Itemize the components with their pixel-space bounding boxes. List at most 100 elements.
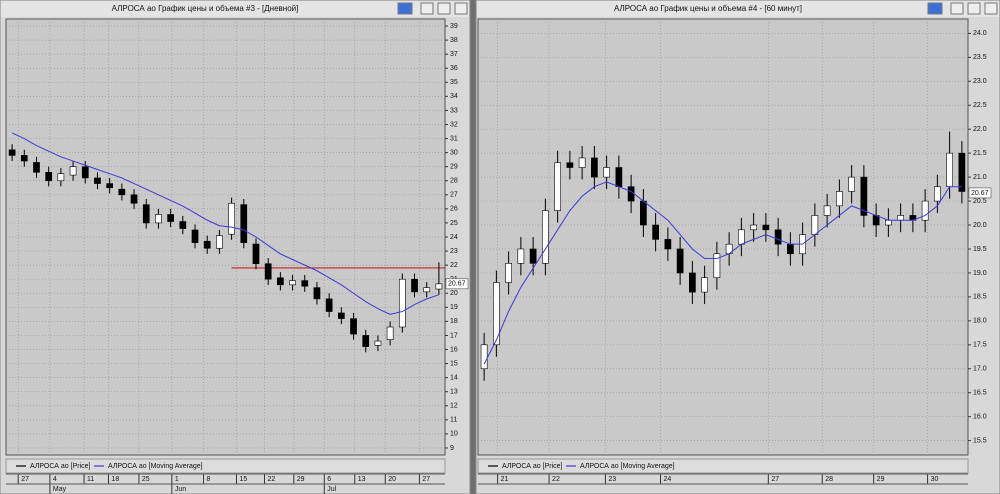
y-tick-label: 36	[450, 65, 458, 72]
legend-label: АЛРОСА ао [Moving Average]	[108, 463, 203, 470]
y-tick-label: 23.5	[973, 54, 987, 61]
title-bar	[1, 1, 469, 17]
y-tick-label: 25	[450, 220, 458, 227]
candle-body	[130, 194, 138, 204]
x-tick-label: 25	[142, 476, 150, 483]
x-tick-label: 11	[87, 476, 94, 483]
y-tick-label: 17.5	[973, 342, 987, 349]
legend-label: АЛРОСА ао [Moving Average]	[580, 463, 675, 470]
y-tick-label: 28	[450, 178, 458, 185]
y-tick-label: 22.0	[973, 126, 987, 133]
candle-body	[203, 240, 211, 249]
candle-body	[386, 326, 394, 340]
maximize-button[interactable]	[437, 2, 451, 15]
candle-body	[542, 210, 549, 264]
candle-body	[155, 214, 162, 224]
legend-label: АЛРОСА ао [Price]	[502, 463, 563, 470]
candle-body	[591, 157, 598, 178]
y-tick-label: 19.0	[973, 270, 987, 277]
y-tick-label: 38	[450, 37, 458, 44]
candle-body	[750, 224, 757, 231]
close-button[interactable]	[984, 2, 998, 15]
y-tick-label: 20.5	[973, 198, 987, 205]
candle-body	[566, 162, 574, 168]
candle-body	[337, 312, 345, 319]
y-tick-label: 37	[450, 51, 458, 58]
y-tick-label: 16.0	[973, 414, 987, 421]
candle-body	[167, 214, 174, 222]
candle-body	[921, 200, 929, 221]
y-tick-label: 19	[450, 304, 458, 311]
candle-body	[652, 224, 659, 240]
candle-body	[313, 287, 321, 300]
last-price-box	[445, 278, 469, 290]
x-tick-label: 29	[877, 476, 885, 483]
candle-body	[627, 186, 635, 202]
x-month-label: Jun	[175, 486, 186, 493]
y-tick-label: 33	[450, 107, 458, 114]
y-tick-label: 18	[450, 318, 458, 325]
x-month-label: May	[53, 486, 67, 493]
minimize-button[interactable]	[950, 2, 964, 15]
candle-body	[362, 335, 370, 348]
candle-body	[179, 221, 187, 229]
y-tick-label: 26	[450, 206, 458, 213]
y-tick-label: 15.5	[973, 437, 987, 444]
x-tick-label: 1	[175, 476, 179, 483]
candle-body	[493, 282, 500, 346]
candle-body	[325, 298, 333, 312]
y-tick-label: 18.5	[973, 294, 987, 301]
y-tick-label: 31	[450, 135, 458, 142]
title-bar	[477, 1, 999, 17]
candle-body	[81, 166, 89, 179]
y-tick-label: 22.5	[973, 102, 987, 109]
x-tick-label: 24	[664, 476, 672, 483]
y-tick-label: 24	[450, 234, 458, 241]
candle-body	[106, 183, 114, 189]
y-tick-label: 11	[450, 417, 457, 424]
window-title: АЛРОСА ао График цены и объема #4 - [60 …	[614, 4, 802, 13]
close-button[interactable]	[454, 2, 468, 15]
candle-body	[934, 186, 941, 202]
minimize-button[interactable]	[420, 2, 434, 15]
candle-body	[615, 167, 623, 187]
pin-button[interactable]	[397, 2, 413, 15]
y-tick-label: 21.5	[973, 150, 987, 157]
candle-body	[823, 205, 831, 216]
maximize-button[interactable]	[967, 2, 981, 15]
pin-button[interactable]	[927, 2, 943, 15]
candle-body	[435, 283, 443, 290]
candle-body	[8, 149, 16, 156]
x-tick-label: 21	[501, 476, 509, 483]
y-tick-label: 29	[450, 164, 458, 171]
plot-area	[477, 18, 969, 456]
x-tick-label: 27	[21, 476, 29, 483]
x-tick-label: 20	[388, 476, 396, 483]
candle-body	[885, 219, 892, 226]
y-tick-label: 13	[450, 389, 458, 396]
moving-average-line	[11, 132, 440, 315]
candle-body	[505, 263, 512, 283]
x-tick-label: 6	[327, 476, 331, 483]
last-price-box	[968, 187, 992, 199]
y-tick-label: 15	[450, 360, 458, 367]
candle-body	[240, 204, 248, 243]
y-tick-label: 20	[450, 290, 458, 297]
y-tick-label: 9	[450, 445, 454, 452]
x-tick-label: 29	[297, 476, 305, 483]
candle-body	[517, 248, 525, 264]
x-tick-label: 8	[207, 476, 211, 483]
candle-body	[836, 191, 843, 207]
y-tick-label: 39	[450, 23, 458, 30]
candle-body	[872, 215, 880, 226]
legend-label: АЛРОСА ао [Price]	[30, 463, 91, 470]
candle-body	[640, 200, 647, 226]
candle-body	[774, 229, 782, 245]
candle-body	[350, 318, 357, 335]
candle-body	[216, 235, 223, 249]
candle-body	[411, 278, 418, 293]
x-tick-label: 30	[931, 476, 939, 483]
x-month-label: Jul	[327, 486, 336, 493]
x-tick-label: 28	[825, 476, 833, 483]
